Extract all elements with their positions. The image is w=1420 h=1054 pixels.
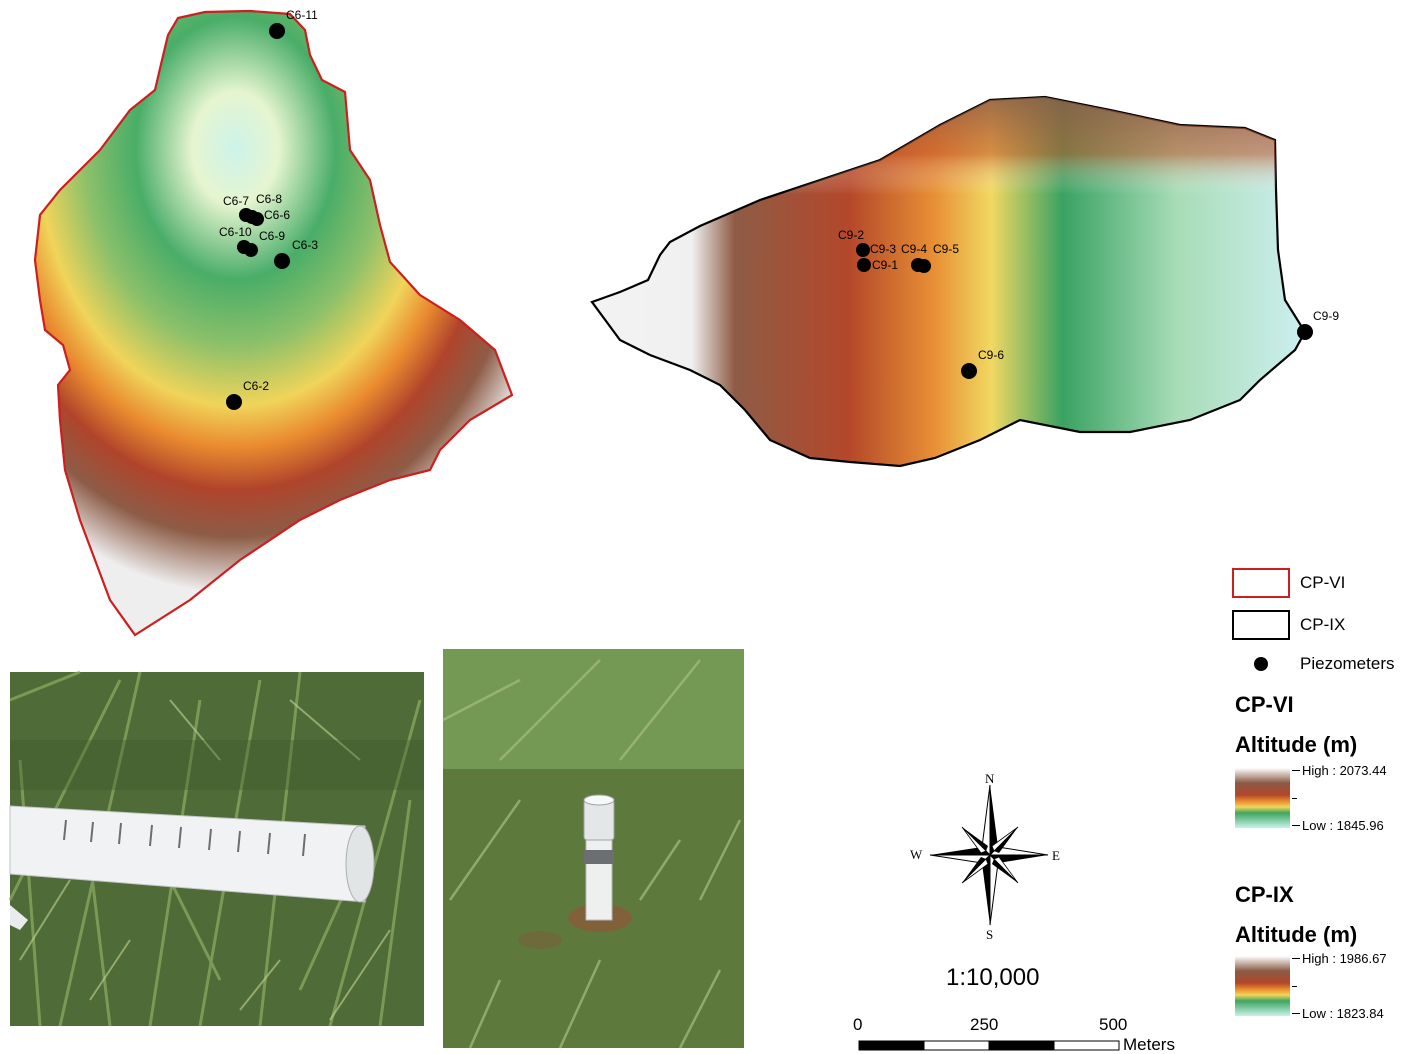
- cp9-boundary-swatch: [1232, 610, 1290, 640]
- cp9-altitude-ramp: [1235, 956, 1290, 1016]
- scale-ratio: 1:10,000: [946, 964, 1039, 991]
- legend-item-cp6-boundary: CP-VI: [1232, 568, 1345, 598]
- label-c6-3: C6-3: [292, 238, 318, 252]
- legend-label-cp6-boundary: CP-VI: [1300, 573, 1346, 592]
- label-c6-7: C6-7: [223, 194, 249, 208]
- piezometer-c9-5[interactable]: [917, 259, 931, 273]
- cp6-high-tick: [1292, 770, 1300, 771]
- label-c9-5: C9-5: [933, 242, 959, 256]
- cp9-high-tick: [1292, 958, 1300, 959]
- label-c9-1: C9-1: [872, 258, 898, 272]
- slotted-pvc-pipe-photo: [8, 670, 424, 1027]
- cp9-ridge-shading: [700, 97, 1276, 260]
- legend-cp9-title: CP-IX: [1235, 882, 1294, 907]
- label-c9-6: C9-6: [978, 348, 1004, 362]
- label-c6-6: C6-6: [264, 208, 290, 222]
- label-c6-11: C6-11: [286, 8, 318, 22]
- scale-bar: [858, 1040, 1120, 1051]
- piezometer-c6-6[interactable]: [250, 212, 264, 226]
- scale-tick-0: 0: [853, 1015, 862, 1034]
- scale-tick-250: 250: [970, 1015, 998, 1034]
- compass-n: N: [985, 771, 995, 786]
- label-c6-8: C6-8: [256, 192, 282, 206]
- piezometer-c9-6[interactable]: [961, 363, 977, 379]
- compass-e: E: [1052, 848, 1060, 863]
- legend-label-piezometers: Piezometers: [1300, 654, 1395, 673]
- cp9-mid-tick: [1292, 986, 1297, 987]
- piezometer-c6-2[interactable]: [226, 394, 242, 410]
- legend-cp9-subtitle: Altitude (m): [1235, 922, 1358, 947]
- cp9-low-tick: [1292, 1013, 1300, 1014]
- legend-label-cp9-boundary: CP-IX: [1300, 615, 1346, 634]
- label-c9-2: C9-2: [838, 228, 864, 242]
- label-c6-2: C6-2: [243, 379, 269, 393]
- compass-w: W: [910, 847, 923, 862]
- legend-cp6-title: CP-VI: [1235, 692, 1294, 717]
- piezometer-c6-11[interactable]: [269, 23, 285, 39]
- label-c9-4: C9-4: [901, 242, 927, 256]
- piezometer-c9-2[interactable]: [856, 243, 870, 257]
- legend-item-cp9-boundary: CP-IX: [1232, 610, 1345, 640]
- piezometer-c6-9[interactable]: [244, 243, 258, 257]
- installed-piezometer-photo: [442, 649, 744, 1049]
- label-c9-3: C9-3: [870, 242, 896, 256]
- legend-cp6-high: High : 2073.44: [1302, 763, 1387, 778]
- cp6-piezometers: C6-11 C6-7 C6-8 C6-6 C6-10 C6-9 C6-3 C6-…: [219, 8, 318, 410]
- cp6-mid-tick: [1292, 798, 1297, 799]
- cp6-low-tick: [1292, 825, 1300, 826]
- piezometer-c9-9[interactable]: [1297, 324, 1313, 340]
- legend-cp6-subtitle: Altitude (m): [1235, 732, 1358, 757]
- piezometer-c9-1[interactable]: [857, 258, 871, 272]
- north-arrow-icon: N S E W: [910, 771, 1060, 942]
- cp6-boundary-swatch: [1232, 568, 1290, 598]
- piezometer-c6-3[interactable]: [274, 253, 290, 269]
- piezometer-symbol-icon: [1232, 654, 1290, 674]
- label-c6-9: C6-9: [259, 229, 285, 243]
- legend-cp6-low: Low : 1845.96: [1302, 818, 1384, 833]
- cp6-altitude-ramp: [1235, 768, 1290, 828]
- cp6-watershed-polygon: [33, 9, 514, 637]
- legend-cp9-low: Low : 1823.84: [1302, 1006, 1384, 1021]
- compass-s: S: [986, 927, 993, 942]
- scale-tick-500: 500: [1099, 1015, 1127, 1034]
- legend-cp9-high: High : 1986.67: [1302, 951, 1387, 966]
- label-c6-10: C6-10: [219, 225, 252, 239]
- legend-item-piezometers: Piezometers: [1232, 654, 1394, 674]
- label-c9-9: C9-9: [1313, 309, 1339, 323]
- scale-unit: Meters: [1123, 1035, 1175, 1054]
- cp9-piezometers: C9-2 C9-3 C9-4 C9-5 C9-1 C9-6 C9-9: [838, 228, 1339, 379]
